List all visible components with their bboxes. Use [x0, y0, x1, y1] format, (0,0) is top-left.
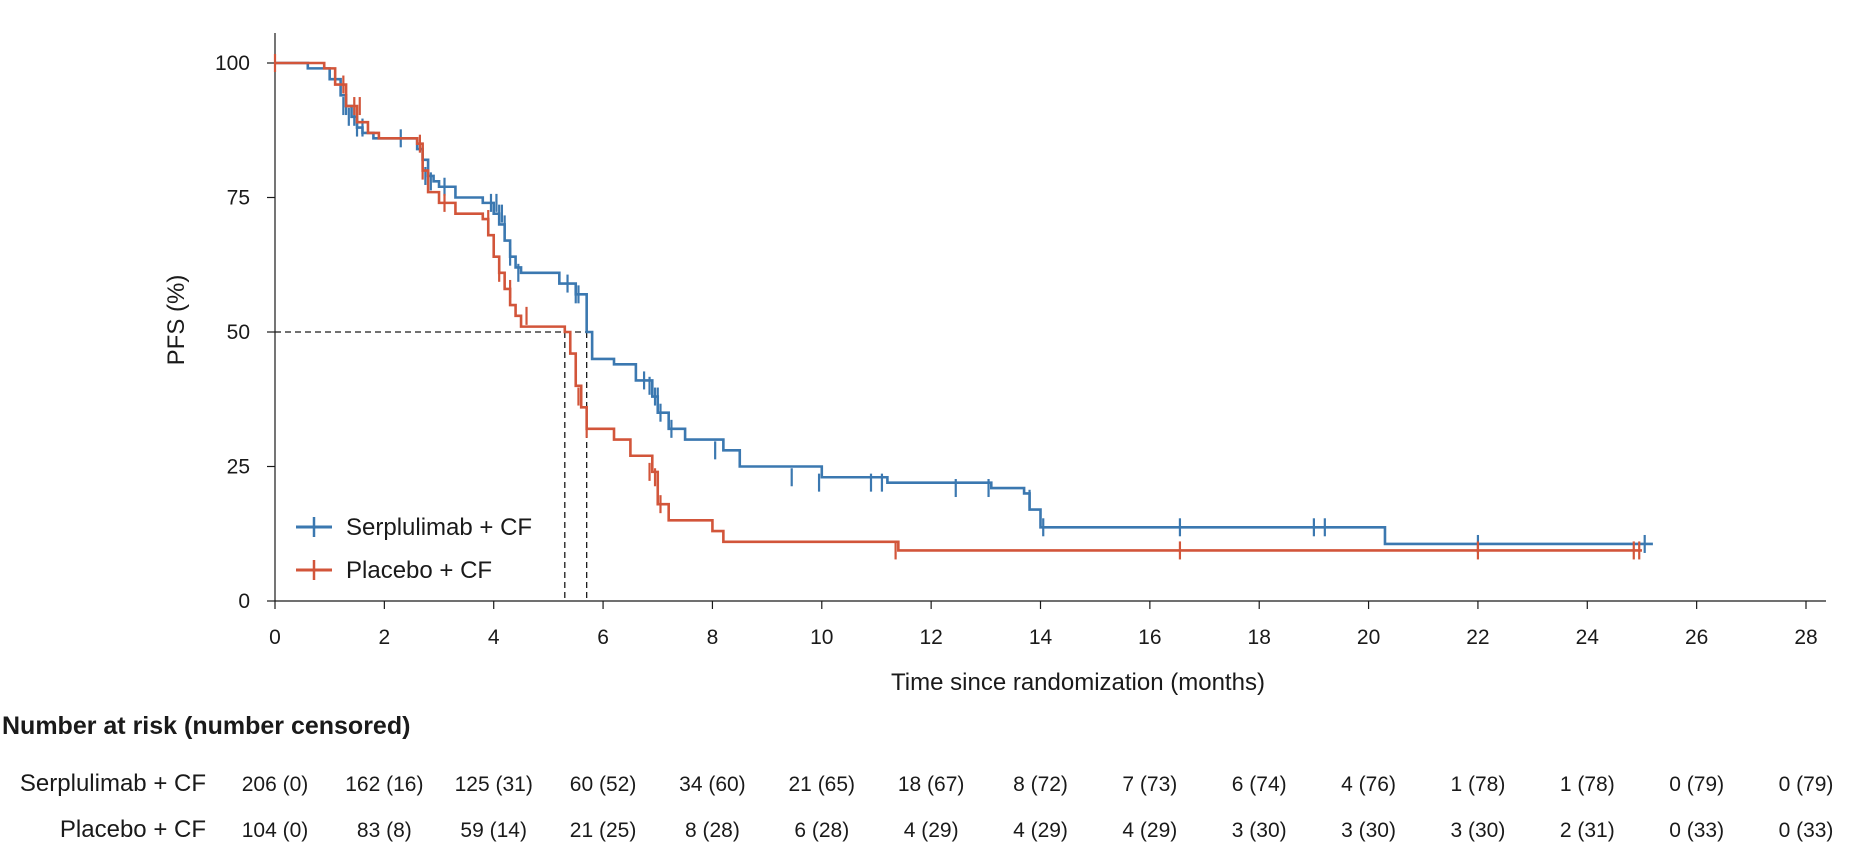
x-tick-label: 0 — [269, 626, 281, 649]
risk-cell: 4 (76) — [1341, 773, 1396, 796]
legend-label-serplulimab: Serplulimab + CF — [346, 514, 532, 541]
km-curve-serplulimab — [275, 61, 1653, 546]
risk-cell: 59 (14) — [460, 819, 527, 842]
y-tick-label: 75 — [227, 187, 250, 210]
risk-cell: 4 (29) — [1013, 819, 1068, 842]
x-tick-label: 22 — [1466, 626, 1489, 649]
risk-cell: 0 (79) — [1669, 773, 1725, 796]
x-tick-label: 2 — [379, 626, 391, 649]
risk-cell: 125 (31) — [454, 773, 533, 796]
y-tick-label: 25 — [227, 456, 250, 479]
x-axis-title: Time since randomization (months) — [891, 669, 1265, 696]
risk-row-serplulimab: Serplulimab + CF 206 (0) 162 (16) 125 (31)… — [0, 770, 1866, 800]
y-axis-title: PFS (%) — [163, 275, 190, 366]
risk-cell: 34 (60) — [679, 773, 746, 796]
risk-cell: 1 (78) — [1450, 773, 1506, 796]
risk-cell: 3 (30) — [1450, 819, 1506, 842]
series-layer — [273, 54, 1653, 560]
km-curve-placebo — [275, 61, 1642, 552]
y-tick-label: 50 — [227, 321, 250, 344]
risk-cell: 206 (0) — [241, 773, 309, 796]
risk-row-placebo: Placebo + CF 104 (0) 83 (8) 59 (14) 21 (25)… — [0, 816, 1866, 846]
risk-cell: 3 (30) — [1231, 819, 1287, 842]
y-tick-label: 100 — [215, 52, 250, 75]
risk-cell: 3 (30) — [1341, 819, 1396, 842]
x-tick-label: 26 — [1685, 626, 1708, 649]
risk-cell: 104 (0) — [241, 819, 309, 842]
risk-cell: 0 (33) — [1669, 819, 1725, 842]
risk-cell: 2 (31) — [1559, 819, 1615, 842]
risk-cell: 60 (52) — [569, 773, 637, 796]
risk-cell: 162 (16) — [345, 773, 424, 796]
x-tick-label: 8 — [707, 626, 719, 649]
x-tick-label: 24 — [1576, 626, 1600, 649]
risk-cell: 0 (79) — [1778, 773, 1834, 796]
x-tick-label: 18 — [1248, 626, 1271, 649]
legend-item-placebo: Placebo + CF — [296, 557, 492, 584]
x-tick-label: 28 — [1794, 626, 1817, 649]
x-tick-label: 12 — [919, 626, 942, 649]
risk-cell: 8 (72) — [1013, 773, 1068, 796]
risk-cell: 21 (65) — [788, 773, 856, 796]
risk-cell: 8 (28) — [684, 819, 740, 842]
legend-label-placebo: Placebo + CF — [346, 557, 492, 584]
legend: Serplulimab + CF Placebo + CF — [296, 514, 532, 584]
risk-table-title: Number at risk (number censored) — [2, 712, 411, 740]
risk-cell: 1 (78) — [1559, 773, 1615, 796]
risk-cell: 4 (29) — [1122, 819, 1178, 842]
risk-row-label: Serplulimab + CF — [19, 770, 206, 797]
x-tick-label: 14 — [1029, 626, 1053, 649]
risk-cell: 0 (33) — [1778, 819, 1834, 842]
x-tick-label: 4 — [488, 626, 500, 649]
risk-cell: 6 (28) — [794, 819, 850, 842]
risk-row-label: Placebo + CF — [59, 816, 206, 843]
risk-cell: 6 (74) — [1231, 773, 1287, 796]
risk-cell: 4 (29) — [903, 819, 959, 842]
risk-cell: 83 (8) — [356, 819, 412, 842]
x-tick-label: 6 — [597, 626, 609, 649]
risk-cell: 21 (25) — [569, 819, 637, 842]
legend-item-serplulimab: Serplulimab + CF — [296, 514, 532, 541]
risk-cell: 7 (73) — [1122, 773, 1178, 796]
x-tick-label: 16 — [1138, 626, 1161, 649]
x-tick-label: 20 — [1357, 626, 1380, 649]
x-tick-label: 10 — [810, 626, 833, 649]
y-tick-label: 0 — [238, 590, 250, 613]
median-lines — [275, 331, 588, 601]
risk-cell: 18 (67) — [897, 773, 965, 796]
